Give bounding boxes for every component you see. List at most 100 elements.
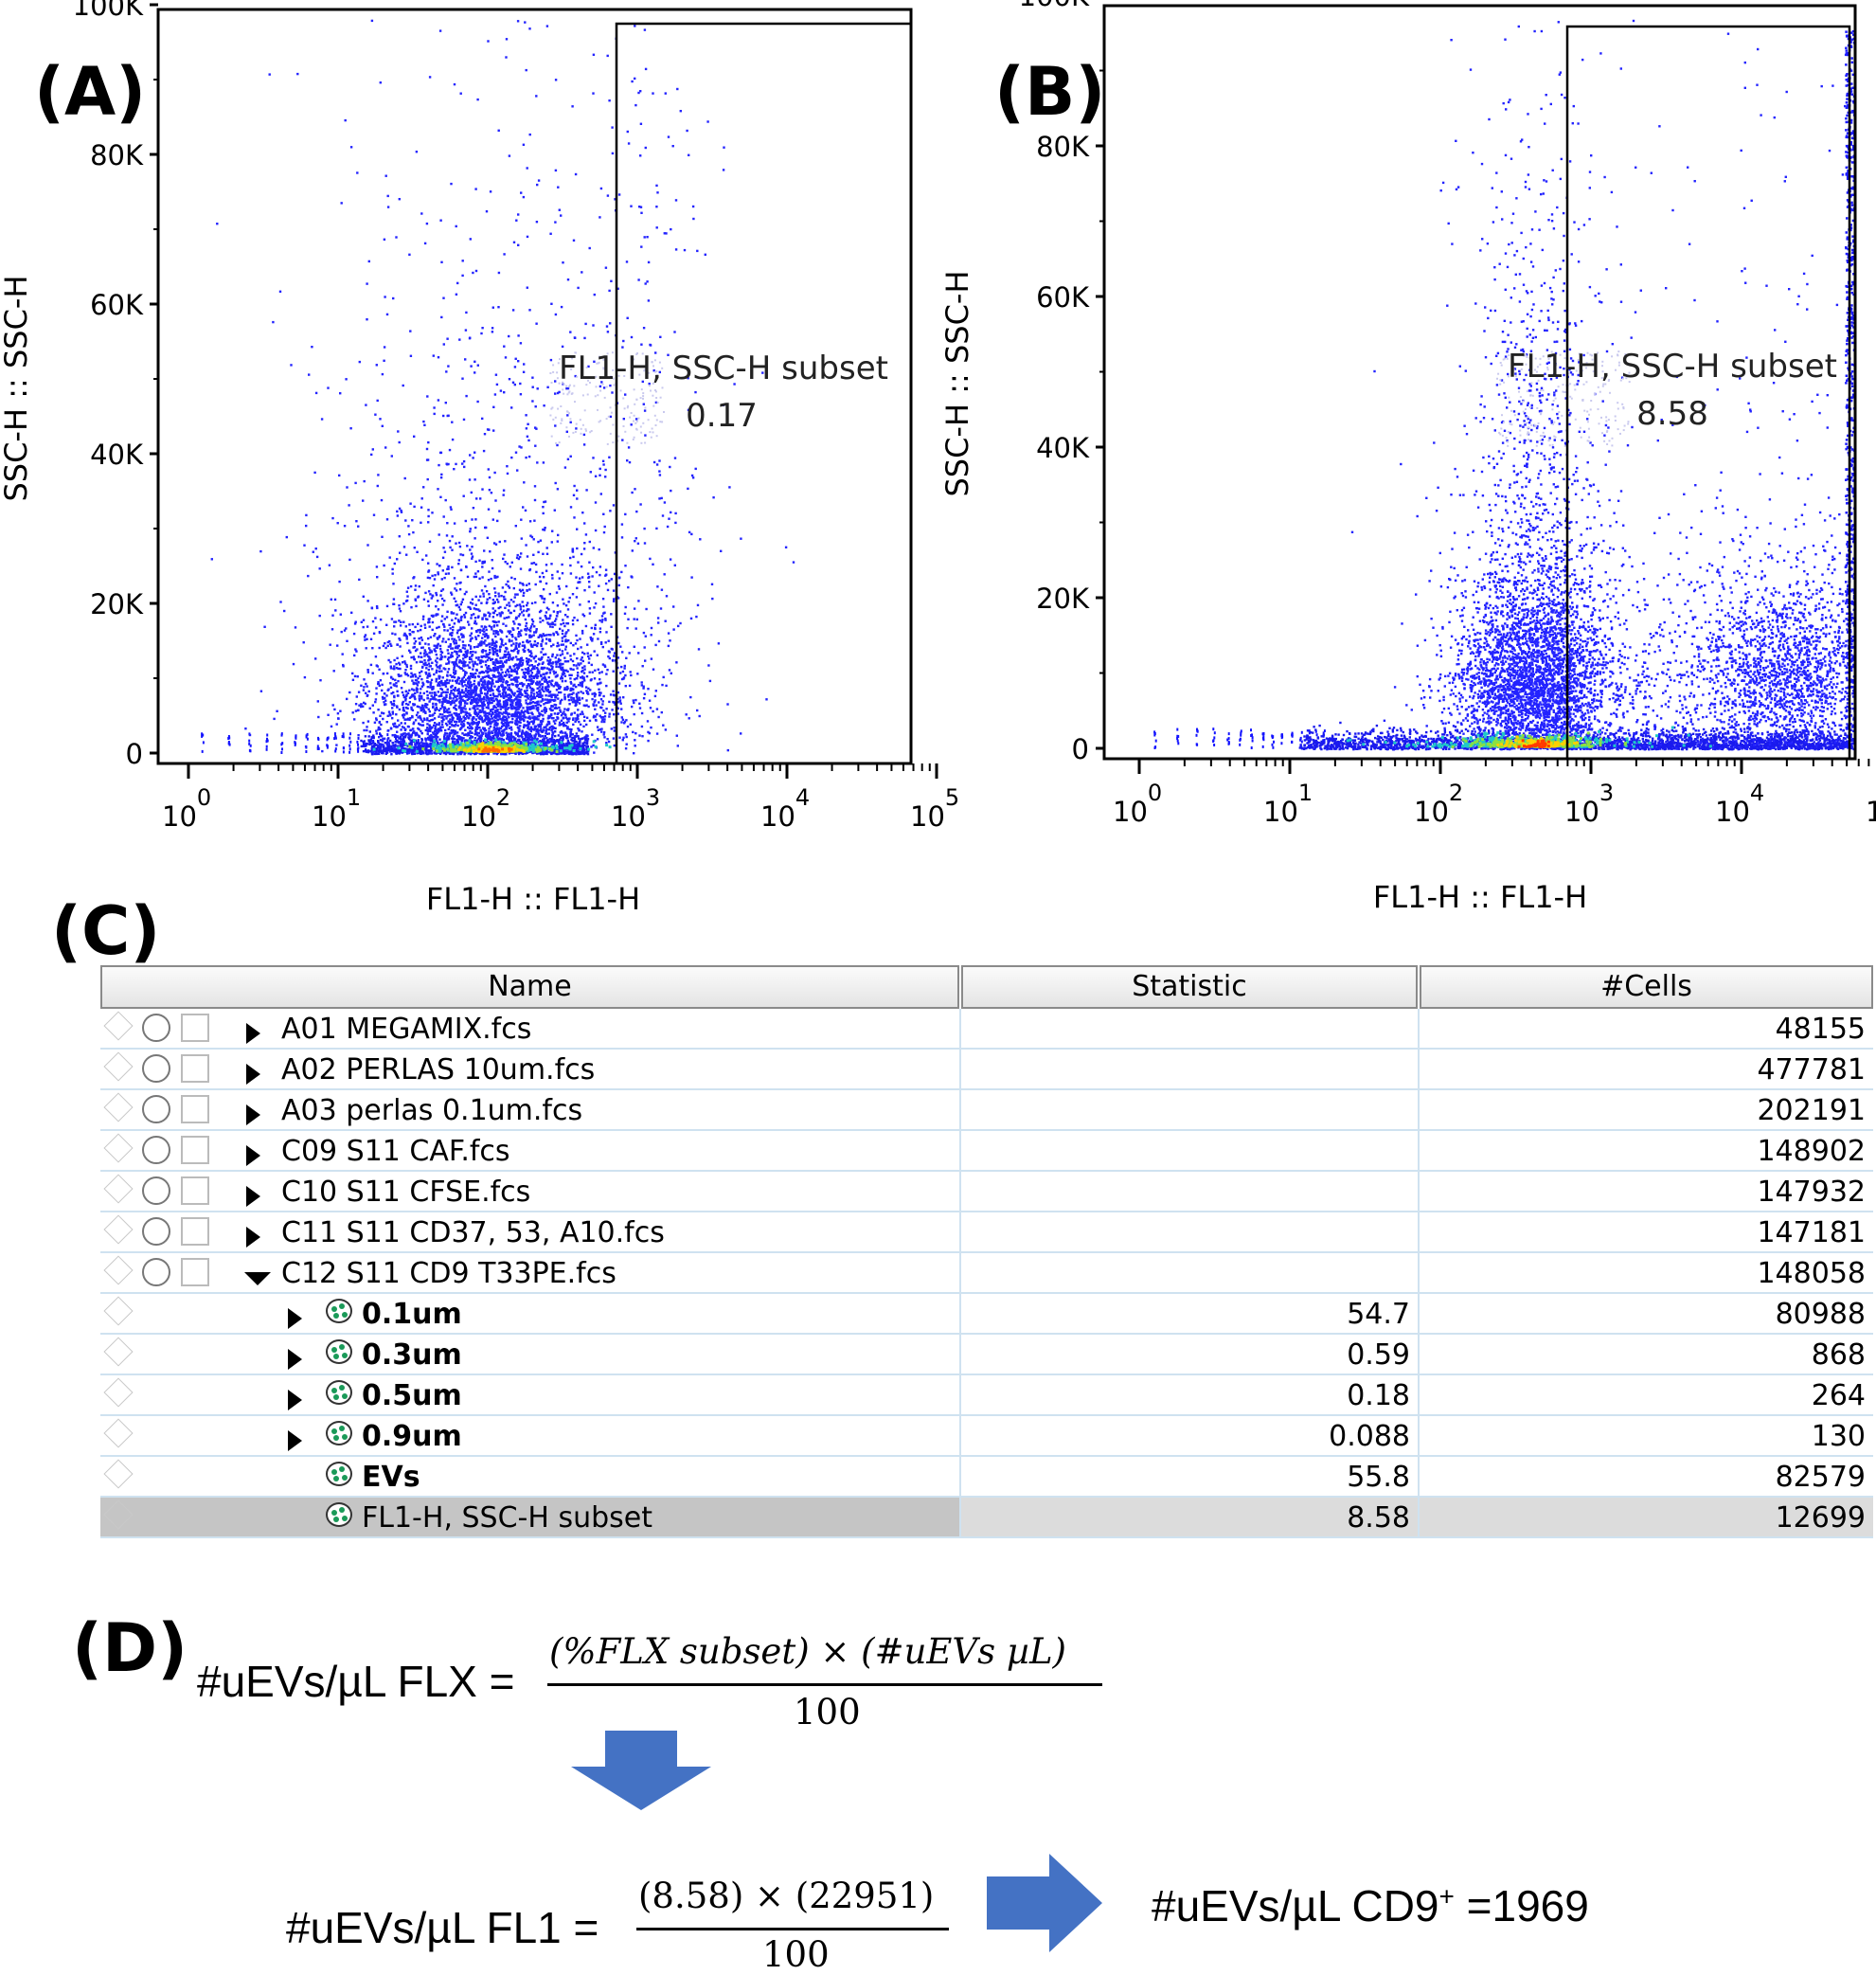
gate-icon xyxy=(326,1462,352,1486)
row-name-label: A02 PERLAS 10um.fcs xyxy=(281,1050,595,1090)
statistic-cell xyxy=(959,1172,1418,1211)
x-tick-label: 101 xyxy=(1263,780,1313,828)
cells-count-cell: 148902 xyxy=(1418,1131,1873,1170)
x-tick-label: 103 xyxy=(1564,780,1614,828)
circle-icon[interactable] xyxy=(142,1014,170,1042)
collapsed-triangle-icon[interactable] xyxy=(288,1349,302,1370)
collapsed-triangle-icon[interactable] xyxy=(246,1145,260,1166)
expanded-triangle-icon[interactable] xyxy=(244,1272,271,1285)
statistic-cell xyxy=(959,1050,1418,1088)
diamond-icon[interactable] xyxy=(103,1377,133,1407)
checkbox-icon[interactable] xyxy=(181,1176,209,1205)
y-axis-label: SSC-H :: SSC-H xyxy=(0,275,34,501)
gate-icon xyxy=(326,1380,352,1405)
cells-count-cell: 147181 xyxy=(1418,1212,1873,1251)
diamond-icon[interactable] xyxy=(103,1051,133,1081)
collapsed-triangle-icon[interactable] xyxy=(246,1186,260,1207)
row-name-label: C12 S11 CD9 T33PE.fcs xyxy=(281,1253,616,1294)
checkbox-icon[interactable] xyxy=(181,1217,209,1246)
diamond-icon[interactable] xyxy=(103,1418,133,1447)
y-tick-label: 80K xyxy=(1036,131,1090,163)
cells-count-cell: 202191 xyxy=(1418,1090,1873,1129)
y-tick-label: 20K xyxy=(1036,583,1090,615)
diamond-icon[interactable] xyxy=(103,1337,133,1366)
fraction-bar xyxy=(547,1683,1102,1686)
diamond-icon[interactable] xyxy=(103,1459,133,1488)
gate-name-label: FL1-H, SSC-H subset xyxy=(1508,348,1837,386)
collapsed-triangle-icon[interactable] xyxy=(288,1308,302,1329)
formula-numerator-fl1: (8.58) × (22951) xyxy=(638,1876,934,1916)
checkbox-icon[interactable] xyxy=(181,1258,209,1286)
circle-icon[interactable] xyxy=(142,1217,170,1246)
circle-icon[interactable] xyxy=(142,1095,170,1123)
statistic-cell: 8.58 xyxy=(959,1498,1418,1536)
table-row[interactable]: C12 S11 CD9 T33PE.fcs 148058 xyxy=(100,1253,1873,1294)
row-name-label: C10 S11 CFSE.fcs xyxy=(281,1172,530,1212)
diamond-icon[interactable] xyxy=(103,1092,133,1122)
x-tick-label: 102 xyxy=(1414,780,1463,828)
x-tick-label: 103 xyxy=(611,784,660,833)
formula-denominator-general: 100 xyxy=(794,1692,861,1733)
table-row[interactable]: C09 S11 CAF.fcs 148902 xyxy=(100,1131,1873,1172)
x-tick-label: 100 xyxy=(162,784,211,833)
gate-icon xyxy=(326,1502,352,1527)
circle-icon[interactable] xyxy=(142,1176,170,1205)
circle-icon[interactable] xyxy=(142,1258,170,1286)
statistic-cell xyxy=(959,1131,1418,1170)
checkbox-icon[interactable] xyxy=(181,1054,209,1083)
gate-value-label: 8.58 xyxy=(1636,395,1708,433)
circle-icon[interactable] xyxy=(142,1136,170,1164)
column-header-statistic[interactable]: Statistic xyxy=(961,965,1418,1009)
collapsed-triangle-icon[interactable] xyxy=(288,1390,302,1410)
collapsed-triangle-icon[interactable] xyxy=(246,1227,260,1248)
gate-icon xyxy=(326,1421,352,1445)
y-axis-label: SSC-H :: SSC-H xyxy=(939,270,975,496)
y-tick-label: 100K xyxy=(1019,0,1090,12)
diamond-icon[interactable] xyxy=(103,1499,133,1529)
y-tick-label: 60K xyxy=(1036,281,1090,314)
collapsed-triangle-icon[interactable] xyxy=(246,1023,260,1044)
checkbox-icon[interactable] xyxy=(181,1014,209,1042)
checkbox-icon[interactable] xyxy=(181,1095,209,1123)
formula-denominator-fl1: 100 xyxy=(762,1934,830,1975)
result-value: =1969 xyxy=(1455,1881,1589,1930)
collapsed-triangle-icon[interactable] xyxy=(246,1104,260,1125)
diamond-icon[interactable] xyxy=(103,1011,133,1040)
formula-lhs-fl1: #uEVs/µL FL1 = xyxy=(286,1902,599,1953)
checkbox-icon[interactable] xyxy=(181,1136,209,1164)
circle-icon[interactable] xyxy=(142,1054,170,1083)
collapsed-triangle-icon[interactable] xyxy=(288,1430,302,1451)
gate-icon xyxy=(326,1299,352,1323)
diamond-icon[interactable] xyxy=(103,1174,133,1203)
diamond-icon[interactable] xyxy=(103,1255,133,1284)
cells-count-cell: 477781 xyxy=(1418,1050,1873,1088)
panel-label-d: (D) xyxy=(72,1615,188,1681)
cells-count-cell: 148058 xyxy=(1418,1253,1873,1292)
diamond-icon[interactable] xyxy=(103,1214,133,1244)
table-row[interactable]: A02 PERLAS 10um.fcs 477781 xyxy=(100,1050,1873,1090)
row-name-label: C09 S11 CAF.fcs xyxy=(281,1131,510,1172)
diamond-icon[interactable] xyxy=(103,1296,133,1325)
column-header-cells[interactable]: #Cells xyxy=(1420,965,1873,1009)
cells-count-cell: 264 xyxy=(1418,1375,1873,1414)
x-tick-label: 101 xyxy=(312,784,361,833)
y-tick-label: 40K xyxy=(1036,432,1090,464)
statistic-cell: 0.59 xyxy=(959,1335,1418,1374)
fraction-bar xyxy=(636,1928,949,1930)
diamond-icon[interactable] xyxy=(103,1133,133,1162)
result-superscript: + xyxy=(1439,1882,1455,1912)
column-header-name[interactable]: Name xyxy=(100,965,959,1009)
collapsed-triangle-icon[interactable] xyxy=(246,1064,260,1085)
